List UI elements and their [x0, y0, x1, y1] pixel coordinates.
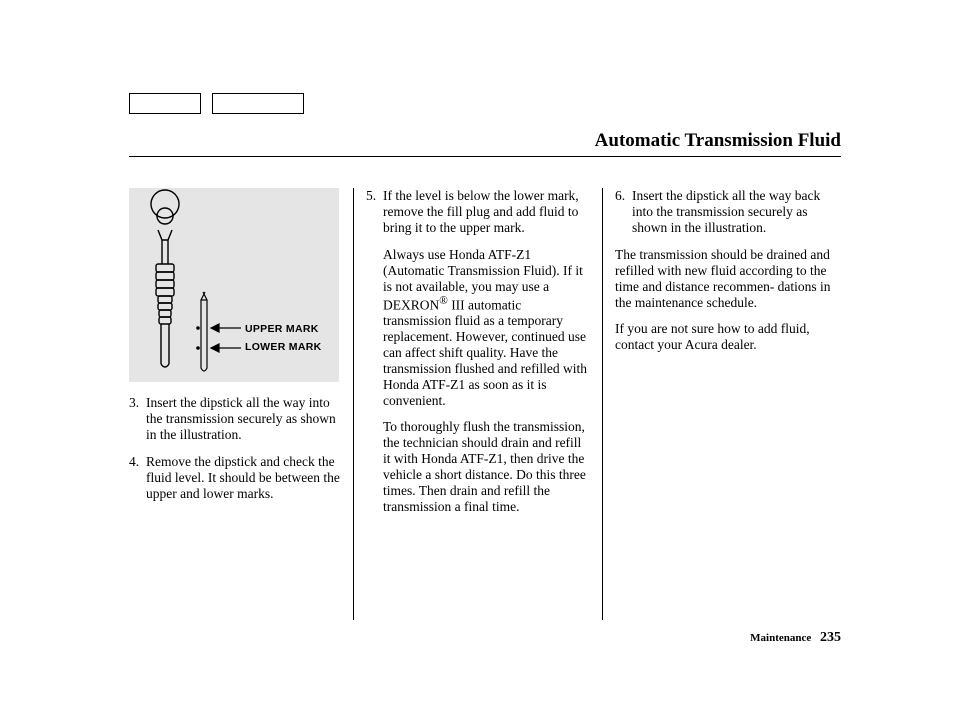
page-footer: Maintenance 235: [750, 630, 841, 646]
illustration-box: UPPER MARK LOWER MARK: [129, 188, 339, 382]
column-3: 6. Insert the dipstick all the way back …: [603, 188, 841, 620]
page-root: Automatic Transmission Fluid: [0, 0, 954, 710]
step-5: 5. If the level is below the lower mark,…: [366, 188, 590, 526]
step-6: 6. Insert the dipstick all the way back …: [615, 188, 841, 236]
title-rule: [129, 156, 841, 157]
step-5-p2b: III automatic transmission fluid as a te…: [383, 297, 587, 408]
step-5-number: 5.: [366, 188, 381, 526]
step-4: 4. Remove the dipstick and check the flu…: [129, 454, 341, 502]
step-3: 3. Insert the dipstick all the way into …: [129, 395, 341, 443]
step-5-body: If the level is below the lower mark, re…: [381, 188, 590, 526]
lower-mark-label: LOWER MARK: [245, 341, 322, 353]
step-6-number: 6.: [615, 188, 630, 236]
step-5-p3: To thoroughly flush the transmission, th…: [383, 419, 590, 515]
step-3-number: 3.: [129, 395, 144, 443]
column-1: UPPER MARK LOWER MARK 3. Insert the dips…: [129, 188, 353, 620]
nav-box-2[interactable]: [212, 93, 304, 114]
step-5-p2: Always use Honda ATF-Z1 (Automatic Trans…: [383, 247, 590, 409]
page-number: 235: [820, 630, 841, 645]
step-3-text: Insert the dipstick all the way into the…: [144, 395, 341, 443]
step-4-number: 4.: [129, 454, 144, 502]
section-label: Maintenance: [750, 632, 811, 644]
content-columns: UPPER MARK LOWER MARK 3. Insert the dips…: [129, 188, 841, 620]
nav-boxes: [129, 93, 304, 114]
col3-p2: The transmission should be drained and r…: [615, 247, 841, 311]
upper-mark-label: UPPER MARK: [245, 323, 319, 335]
page-title: Automatic Transmission Fluid: [595, 130, 841, 152]
column-2: 5. If the level is below the lower mark,…: [353, 188, 603, 620]
step-5-p1: If the level is below the lower mark, re…: [383, 188, 590, 236]
step-6-text: Insert the dipstick all the way back int…: [630, 188, 841, 236]
nav-box-1[interactable]: [129, 93, 201, 114]
col3-p3: If you are not sure how to add fluid, co…: [615, 321, 841, 353]
registered-icon: ®: [439, 295, 448, 307]
step-4-text: Remove the dipstick and check the fluid …: [144, 454, 341, 502]
